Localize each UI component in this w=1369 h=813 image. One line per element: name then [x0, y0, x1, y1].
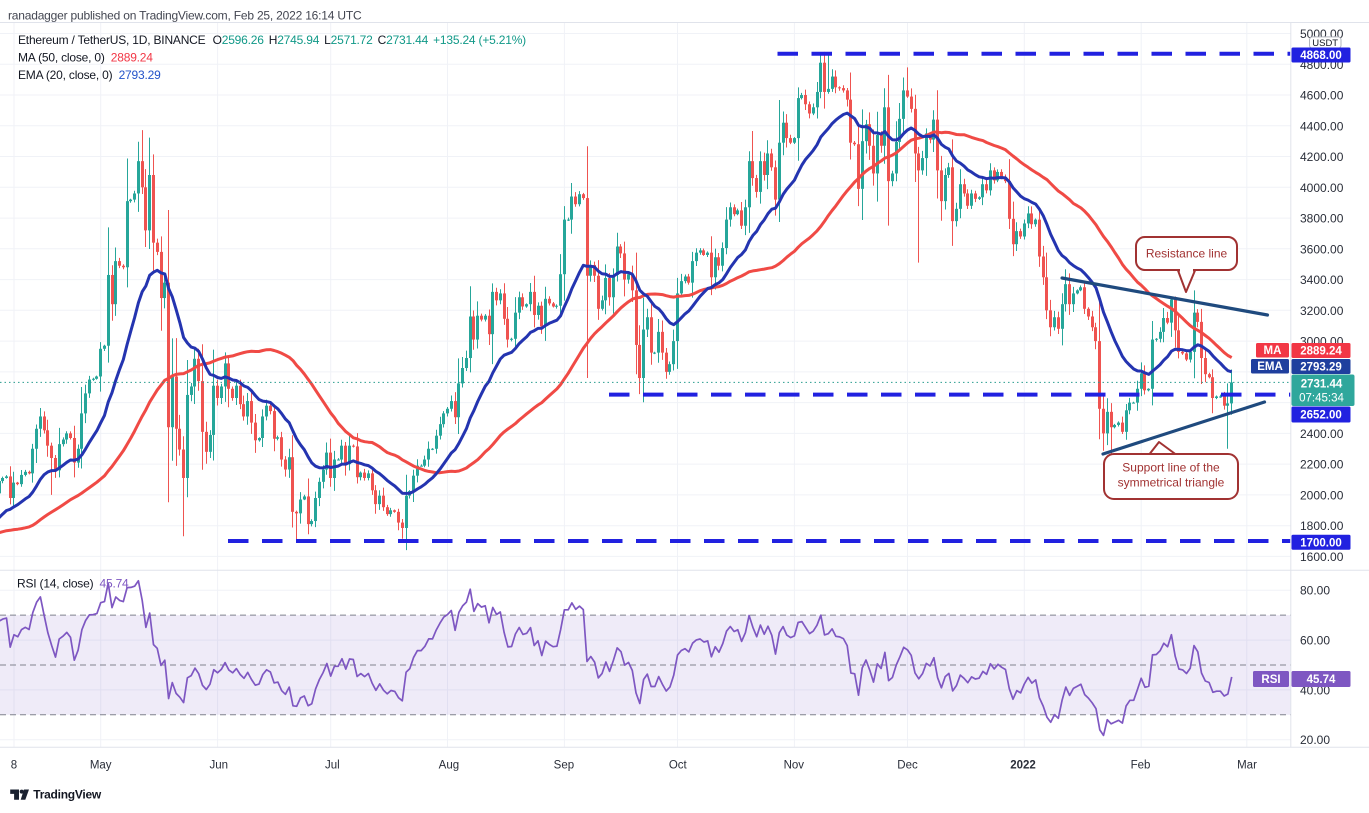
svg-text:2022: 2022: [1010, 759, 1036, 771]
svg-text:3600.00: 3600.00: [1300, 242, 1344, 256]
svg-text:3200.00: 3200.00: [1300, 304, 1344, 318]
svg-text:2200.00: 2200.00: [1300, 458, 1344, 472]
svg-text:3400.00: 3400.00: [1300, 273, 1344, 287]
svg-text:20.00: 20.00: [1300, 733, 1330, 747]
svg-text:4868.00: 4868.00: [1300, 50, 1342, 62]
svg-text:Aug: Aug: [439, 759, 459, 771]
svg-text:2793.29: 2793.29: [1300, 362, 1342, 374]
svg-text:Resistance line: Resistance line: [1146, 247, 1228, 261]
svg-text:2400.00: 2400.00: [1300, 427, 1344, 441]
svg-text:TradingView: TradingView: [33, 788, 102, 802]
svg-text:Sep: Sep: [554, 759, 574, 771]
svg-text:MA (50, close, 0) 2889.24: MA (50, close, 0) 2889.24: [18, 51, 153, 65]
svg-text:ranadagger published on Tradin: ranadagger published on TradingView.com,…: [8, 9, 362, 23]
svg-text:Dec: Dec: [897, 759, 918, 771]
svg-text:symmetrical triangle: symmetrical triangle: [1118, 476, 1225, 490]
svg-text:2000.00: 2000.00: [1300, 488, 1344, 502]
svg-text:80.00: 80.00: [1300, 584, 1330, 598]
svg-text:4200.00: 4200.00: [1300, 150, 1344, 164]
svg-text:Jun: Jun: [210, 759, 229, 771]
svg-text:4600.00: 4600.00: [1300, 89, 1344, 103]
svg-text:4400.00: 4400.00: [1300, 119, 1344, 133]
svg-text:1600.00: 1600.00: [1300, 550, 1344, 564]
svg-text:4000.00: 4000.00: [1300, 181, 1344, 195]
svg-text:Oct: Oct: [669, 759, 688, 771]
svg-text:60.00: 60.00: [1300, 634, 1330, 648]
svg-text:RSI (14, close) 45.74: RSI (14, close) 45.74: [17, 577, 129, 591]
svg-text:Nov: Nov: [784, 759, 805, 771]
svg-text:2731.44: 2731.44: [1301, 378, 1343, 390]
svg-text:1700.00: 1700.00: [1300, 537, 1342, 549]
svg-text:EMA: EMA: [1257, 361, 1283, 373]
svg-text:Jul: Jul: [325, 759, 340, 771]
svg-text:45.74: 45.74: [1307, 674, 1336, 686]
svg-text:2889.24: 2889.24: [1300, 346, 1342, 358]
svg-text:Mar: Mar: [1237, 759, 1257, 771]
svg-text:Support line of the: Support line of the: [1122, 461, 1220, 475]
svg-text:RSI: RSI: [1261, 674, 1280, 686]
svg-text:2652.00: 2652.00: [1300, 410, 1342, 422]
svg-text:EMA (20, close, 0) 2793.29: EMA (20, close, 0) 2793.29: [18, 68, 161, 82]
svg-text:Ethereum / TetherUS, 1D, BINAN: Ethereum / TetherUS, 1D, BINANCE O2596.2…: [18, 33, 526, 47]
svg-text:USDT: USDT: [1312, 38, 1338, 49]
svg-text:1800.00: 1800.00: [1300, 519, 1344, 533]
svg-text:07:45:34: 07:45:34: [1299, 392, 1344, 404]
svg-text:MA: MA: [1264, 345, 1282, 357]
svg-text:May: May: [90, 759, 112, 771]
svg-text:Feb: Feb: [1131, 759, 1151, 771]
svg-text:3800.00: 3800.00: [1300, 212, 1344, 226]
svg-text:8: 8: [11, 759, 17, 771]
